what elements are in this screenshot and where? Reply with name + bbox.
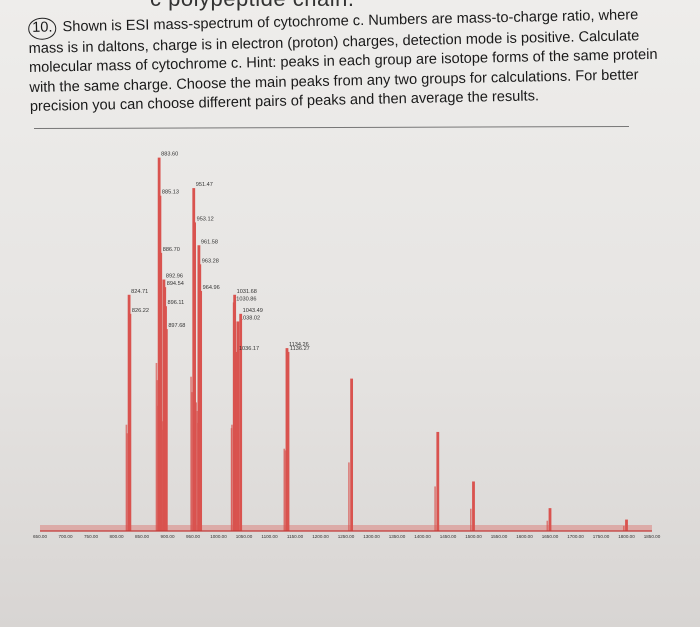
peak-bar — [199, 290, 203, 531]
peak-bar — [436, 431, 440, 531]
peak-shoulder — [434, 486, 436, 531]
peak-label: 1136.27 — [290, 346, 310, 352]
x-tick-label: 1050.00 — [236, 534, 253, 539]
x-tick-label: 1700.00 — [567, 534, 584, 539]
x-tick-label: 1850.00 — [644, 534, 661, 539]
peak-bar — [625, 519, 628, 531]
x-tick-label: 1750.00 — [593, 534, 610, 539]
x-tick-label: 1800.00 — [618, 534, 635, 539]
peak-shoulder — [156, 380, 159, 531]
peak-shoulder — [162, 429, 164, 531]
peak-shoulder — [284, 450, 287, 531]
peak-shoulder — [348, 462, 350, 531]
peak-label: 1134.26 — [289, 342, 309, 348]
peak-shoulder — [546, 520, 549, 531]
x-tick-label: 850.00 — [135, 534, 149, 539]
peak-shoulder — [197, 422, 199, 531]
x-tick-label: 1650.00 — [542, 534, 559, 539]
peak-shoulder — [196, 410, 198, 531]
peak-shoulder — [157, 405, 159, 531]
peak-shoulder — [160, 417, 163, 531]
peak-label: 886.70 — [163, 247, 180, 253]
peak-label: 894.54 — [167, 281, 184, 287]
peak-shoulder — [470, 508, 472, 531]
peak-bar — [159, 252, 163, 531]
x-tick-label: 900.00 — [160, 534, 174, 539]
peak-label: 826.22 — [132, 308, 149, 314]
peak-shoulder — [233, 450, 236, 531]
x-tick-label: 800.00 — [109, 534, 123, 539]
peak-shoulder — [283, 448, 286, 531]
x-tick-label: 1350.00 — [389, 534, 406, 539]
x-tick-label: 1250.00 — [338, 534, 355, 539]
x-tick-label: 1400.00 — [414, 534, 431, 539]
peak-bar — [350, 378, 354, 531]
baseline-noise — [40, 525, 652, 531]
peak-bar — [286, 351, 290, 531]
peak-label: 961.58 — [201, 239, 218, 245]
peak-bar — [193, 222, 196, 531]
x-tick-label: 1500.00 — [465, 534, 482, 539]
peak-label: 897.68 — [168, 323, 185, 329]
peak-bar — [235, 351, 239, 531]
peak-label: 896.11 — [168, 300, 185, 306]
x-tick-label: 750.00 — [84, 534, 98, 539]
peak-label: 1031.68 — [237, 289, 257, 295]
peak-bar — [472, 481, 475, 531]
peak-label: 892.96 — [166, 274, 183, 280]
previous-question-fragment: c polypeptide chain. — [150, 0, 354, 12]
peak-shoulder — [162, 440, 165, 531]
peak-shoulder — [161, 421, 163, 531]
peak-label: 885.13 — [162, 190, 179, 196]
x-tick-label: 1000.00 — [210, 534, 227, 539]
x-tick-label: 1550.00 — [491, 534, 508, 539]
peak-label: 964.96 — [203, 285, 220, 291]
peak-shoulder — [234, 436, 236, 531]
peak-label: 951.47 — [196, 182, 213, 188]
peak-label: 963.28 — [202, 258, 219, 264]
peak-shoulder — [231, 424, 233, 531]
peak-label: 1030.86 — [236, 296, 256, 302]
x-tick-label: 1200.00 — [312, 534, 329, 539]
peak-shoulder — [190, 376, 192, 531]
x-tick-label: 1600.00 — [516, 534, 533, 539]
x-tick-label: 700.00 — [58, 534, 72, 539]
peak-bar — [164, 329, 168, 531]
peak-bar — [233, 294, 237, 531]
peak-label: 1038.02 — [240, 315, 260, 321]
peak-label: 883.60 — [161, 152, 178, 158]
peak-label: 953.12 — [197, 216, 214, 222]
x-tick-label: 1100.00 — [261, 534, 278, 539]
peak-bar — [239, 313, 243, 531]
peak-shoulder — [191, 392, 193, 531]
peak-label: 824.71 — [131, 289, 148, 295]
peak-label: 1043.49 — [243, 308, 263, 314]
x-tick-label: 1300.00 — [363, 534, 380, 539]
peak-bar — [128, 313, 132, 531]
x-tick-label: 650.00 — [33, 534, 47, 539]
peak-label: 1036.17 — [239, 346, 259, 352]
peak-bar — [548, 508, 552, 531]
x-tick-label: 1450.00 — [440, 534, 457, 539]
x-tick-label: 950.00 — [186, 534, 200, 539]
peak-shoulder — [623, 525, 625, 531]
peak-shoulder — [195, 402, 198, 531]
peak-shoulder — [126, 433, 128, 531]
x-tick-label: 1150.00 — [287, 534, 304, 539]
